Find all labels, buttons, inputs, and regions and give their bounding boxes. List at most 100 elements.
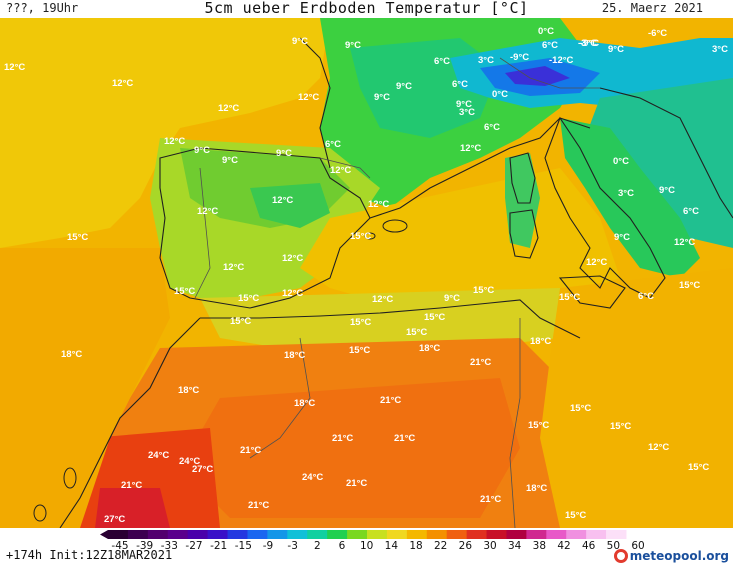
scale-swatch — [108, 530, 129, 539]
temperature-label: 6°C — [434, 56, 450, 67]
algeria-tunisia-border — [509, 318, 521, 528]
scale-tick-label: 46 — [581, 540, 596, 552]
scale-swatch — [546, 530, 567, 539]
temperature-label: 21°C — [480, 494, 501, 505]
scale-swatch — [486, 530, 507, 539]
temperature-label: 12°C — [648, 442, 669, 453]
france-west-coastline — [299, 37, 331, 169]
temperature-label: 21°C — [394, 433, 415, 444]
temperature-label: 15°C — [610, 421, 631, 432]
islands — [33, 219, 408, 522]
scale-swatch — [606, 530, 627, 539]
temperature-label: 6°C — [484, 122, 500, 133]
temperature-label: 15°C — [350, 231, 371, 242]
scale-swatch — [446, 530, 468, 539]
temperature-label: 9°C — [608, 44, 624, 55]
temperature-label: 21°C — [121, 480, 142, 491]
corsica-coastline — [509, 152, 536, 204]
pyrenees-border — [319, 157, 371, 179]
temperature-map: 12°C 12°C 12°C 12°C 9°C 9°C 9°C 9°C 6°C 6°C 3°C 0°C… — [0, 18, 733, 528]
scale-tick-label: 26 — [458, 540, 473, 552]
southwest-hottest-zone — [95, 488, 170, 528]
temperature-label: 18°C — [178, 385, 199, 396]
temperature-label: 24°C — [148, 450, 169, 461]
scale-swatch — [167, 530, 189, 539]
scale-tick-label: 18 — [409, 540, 423, 552]
temperature-label: 21°C — [380, 395, 401, 406]
scale-tick-label: -9 — [262, 540, 274, 552]
france-south-coastline — [369, 117, 591, 219]
scale-tick-label: 10 — [359, 540, 374, 552]
ibiza-outline — [364, 232, 376, 240]
temperature-label: 15°C — [559, 292, 580, 303]
temperature-label: 15°C — [424, 312, 445, 323]
temperature-label: 6°C — [683, 206, 699, 217]
temperature-label: 12°C — [460, 143, 481, 154]
temperature-label: 0°C — [538, 26, 554, 37]
scale-swatch — [426, 530, 448, 539]
temperature-label: 24°C — [179, 456, 200, 467]
temperature-label: 15°C — [350, 317, 371, 328]
scale-tick-label: -15 — [234, 540, 252, 552]
scale-tick-label: 14 — [384, 540, 399, 552]
temperature-label: -9°C — [510, 52, 529, 63]
scale-swatch — [147, 530, 169, 539]
temperature-label: 9°C — [396, 81, 412, 92]
temperature-label: 15°C — [473, 285, 494, 296]
scale-swatch — [566, 530, 587, 539]
scale-tick-label: -39 — [136, 540, 154, 552]
iberia-coastline — [159, 147, 371, 309]
footer-bar: -45 -39 -33 -27 -21 -15 -9 -3 2 6 10 14 18 22 26 30 34 38… — [0, 528, 733, 566]
temperature-label: 6°C — [638, 291, 654, 302]
scale-swatch — [526, 530, 547, 539]
temperature-label: 15°C — [238, 293, 259, 304]
alps-peak-core — [505, 66, 570, 86]
temperature-label: 18°C — [530, 336, 551, 347]
temperature-label: 6°C — [452, 79, 468, 90]
coastlines — [59, 37, 733, 528]
temperature-label: 12°C — [272, 195, 293, 206]
scale-tick-label: 34 — [507, 540, 522, 552]
scale-swatch — [227, 530, 248, 539]
temperature-label: 15°C — [679, 280, 700, 291]
temperature-label: 18°C — [526, 483, 547, 494]
meteopool-logo[interactable]: meteopool.org — [613, 547, 729, 565]
scale-arrow-icon — [100, 530, 108, 539]
temperature-label: 12°C — [4, 62, 25, 73]
scale-swatch — [207, 530, 229, 539]
scale-tick-label: -21 — [210, 540, 228, 552]
temperature-label: 21°C — [346, 478, 367, 489]
temperature-label: 3°C — [712, 44, 728, 55]
scale-swatch — [406, 530, 428, 539]
scale-swatch — [287, 530, 308, 539]
balkans-zone — [585, 78, 733, 248]
scale-tick-label: -3 — [287, 540, 298, 552]
temperature-label: 12°C — [197, 206, 218, 217]
scale-swatch — [187, 530, 209, 539]
temperature-label: 12°C — [368, 199, 389, 210]
scale-tick-label: 30 — [483, 540, 497, 552]
temperature-label: 12°C — [674, 237, 695, 248]
borders — [194, 57, 600, 528]
temperature-label: 12°C — [586, 257, 607, 268]
logo-icon — [613, 549, 628, 563]
scale-swatch — [267, 530, 288, 539]
sardinia-coastline — [509, 209, 539, 259]
temperature-label: 6°C — [325, 139, 341, 150]
scale-swatch — [127, 530, 149, 539]
scale-tick-label: -33 — [160, 540, 178, 552]
temperature-label: 9°C — [444, 293, 460, 304]
temperature-label: 21°C — [248, 500, 269, 511]
east-med-zone — [540, 268, 733, 528]
temperature-label: -9°C — [580, 38, 599, 49]
sahara-hot-zone — [180, 378, 520, 518]
temperature-label: 9°C — [614, 232, 630, 243]
sicily-coastline — [558, 275, 626, 309]
temperature-label: 3°C — [478, 55, 494, 66]
temperature-label: 12°C — [298, 92, 319, 103]
header-bar: ???, 19Uhr 5cm ueber Erdboden Temperatur… — [0, 0, 733, 18]
scale-tick-label: 2 — [313, 540, 321, 552]
temperature-label: 12°C — [112, 78, 133, 89]
scale-tick-label: 42 — [557, 540, 571, 552]
canary-island-outline-2 — [33, 504, 47, 522]
